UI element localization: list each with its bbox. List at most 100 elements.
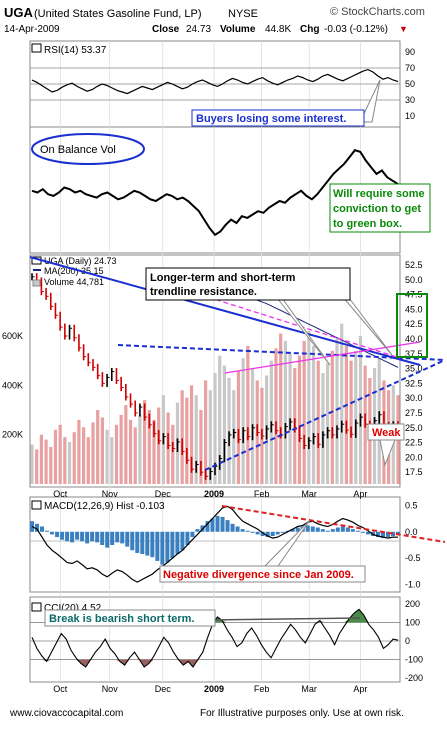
macd-hist-bar xyxy=(265,531,270,538)
macd-tick: 0.5 xyxy=(405,500,418,510)
volume-bar xyxy=(128,419,133,484)
macd-hist-bar xyxy=(105,531,110,548)
volume-label: Volume xyxy=(220,24,256,35)
volume-bar xyxy=(96,410,100,484)
ticker-symbol: UGA xyxy=(4,5,34,20)
rsi-tick: 10 xyxy=(405,111,415,121)
macd-hist-bar xyxy=(165,531,170,563)
macd-hist-bar xyxy=(325,530,330,532)
cci-callout-text: Break is bearish short term. xyxy=(49,613,195,625)
volume-bar xyxy=(44,439,48,484)
macd-tick-labels: 0.5 0.0 -0.5 -1.0 xyxy=(405,500,421,589)
macd-hist-bar xyxy=(345,527,350,532)
macd-hist-bar xyxy=(110,531,115,545)
cci-legend: CCI(20) 4.52 xyxy=(44,603,102,614)
volume-bar xyxy=(171,424,175,484)
price-tick: 25.0 xyxy=(405,423,423,433)
weak-callout-box xyxy=(367,423,405,441)
volume-bar xyxy=(246,345,250,484)
volume-bar xyxy=(67,442,72,484)
macd-hist-bar xyxy=(330,529,335,532)
rsi-legend-box xyxy=(31,43,42,53)
macd-hist-bar xyxy=(55,531,60,538)
volume-bar xyxy=(72,432,76,484)
volume-bar xyxy=(340,323,344,484)
macd-hist-bar xyxy=(340,526,345,532)
macd-hist-bar xyxy=(365,531,370,535)
macd-hist-bar xyxy=(225,520,230,532)
macd-hist-bar xyxy=(195,529,200,532)
volume-bar xyxy=(241,358,245,484)
volume-bar xyxy=(30,444,34,484)
obv-panel xyxy=(31,149,399,237)
magenta-trend-upper xyxy=(224,341,421,374)
macd-hist-bar xyxy=(350,529,355,532)
change-down-arrow-icon: ▼ xyxy=(399,24,408,34)
price-panel-frame xyxy=(29,254,401,488)
negdiv-pointer xyxy=(263,519,311,567)
cci-tick: 100 xyxy=(405,617,420,627)
rsi-tick: 70 xyxy=(405,63,415,73)
macd-hist-bar xyxy=(310,526,315,532)
macd-hist-bar xyxy=(270,531,275,536)
volume-bar xyxy=(105,429,109,484)
macd-hist-bar xyxy=(90,531,95,542)
obv-oval xyxy=(31,133,145,165)
cci-tick-labels: 200 100 0 -100 -200 xyxy=(405,599,423,683)
volume-bar xyxy=(204,380,208,484)
conviction-callout-text: Will require some conviction to get to g… xyxy=(333,188,428,230)
macd-hist-bar xyxy=(390,531,395,536)
volume-bar xyxy=(82,427,86,484)
volume-bar xyxy=(236,370,241,484)
ma-legend-label: MA(200) 35.15 xyxy=(44,266,104,276)
macd-hist-bar xyxy=(30,521,34,532)
macd-hist-bar xyxy=(260,531,265,536)
panel-frames xyxy=(29,40,401,683)
volume-bar xyxy=(354,350,358,484)
chart-header: UGA (United States Gasoline Fund, LP) NY… xyxy=(4,5,425,35)
cci-tick: -200 xyxy=(405,673,423,683)
conviction-callout-box xyxy=(329,183,431,233)
volume-bar xyxy=(119,414,123,484)
macd-hist-bar xyxy=(220,516,225,532)
volume-bar xyxy=(180,390,184,484)
price-tick: 45.0 xyxy=(405,304,423,314)
price-x-axis: Oct Nov Dec 2009 Feb Mar Apr xyxy=(53,489,367,499)
macd-hist-bar xyxy=(355,530,360,532)
macd-hist-bar xyxy=(50,531,55,535)
volume-bar xyxy=(189,385,194,484)
x-axis-label: Dec xyxy=(155,489,172,499)
x-axis-label: Oct xyxy=(53,489,68,499)
volume-bar xyxy=(227,377,231,484)
price-tick: 37.5 xyxy=(405,349,423,359)
macd-tick: 0.0 xyxy=(405,527,418,537)
volume-bar xyxy=(330,350,334,484)
volume-bar xyxy=(326,363,330,484)
negdiv-callout-text: Negative divergence since Jan 2009. xyxy=(163,569,354,581)
macd-hist-bar xyxy=(170,531,175,559)
macd-tick: -1.0 xyxy=(405,580,421,590)
macd-divergence-dashed xyxy=(221,505,446,543)
rsi-legend: RSI(14) 53.37 xyxy=(44,45,107,56)
volume-bar xyxy=(321,373,325,484)
vertical-grid xyxy=(59,41,361,682)
rsi-tick-labels: 70 50 30 10 90 xyxy=(405,47,415,121)
macd-hist-bar xyxy=(100,531,105,545)
negdiv-callout-box xyxy=(159,565,366,583)
trendline-callout-text: Longer-term and short-term trendline res… xyxy=(150,272,299,298)
change-label: Chg xyxy=(300,24,319,35)
volume-bar xyxy=(194,395,198,484)
volume-bar xyxy=(86,437,90,484)
long-term-downtrend-line xyxy=(29,256,421,366)
price-tick: 22.5 xyxy=(405,438,423,448)
price-tick-labels: 52.550.047.545.042.540.037.535.032.530.0… xyxy=(405,260,423,477)
macd-hist-bar xyxy=(140,531,145,554)
volume-bar xyxy=(274,348,278,484)
macd-legend: MACD(12,26,9) Hist -0.103 xyxy=(44,501,165,512)
macd-hist-bar xyxy=(360,531,365,533)
green-target-box xyxy=(396,293,428,358)
cci-tick: -100 xyxy=(405,655,423,665)
trendline-callout-box xyxy=(145,267,351,301)
exchange-label: NYSE xyxy=(228,8,258,20)
macd-hist-bar xyxy=(380,531,385,539)
